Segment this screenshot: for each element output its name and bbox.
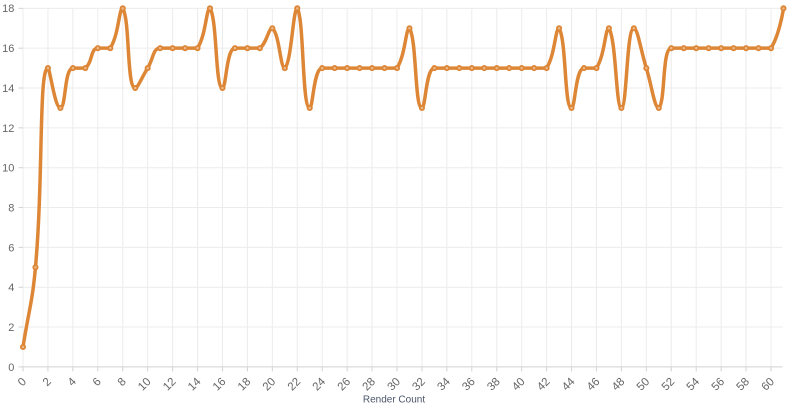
svg-text:14: 14: [2, 83, 14, 95]
svg-text:2: 2: [8, 322, 14, 334]
svg-text:4: 4: [8, 282, 14, 294]
svg-text:Render Count: Render Count: [363, 395, 425, 406]
svg-text:16: 16: [2, 43, 14, 55]
svg-text:18: 18: [2, 3, 14, 15]
svg-text:0: 0: [8, 362, 14, 374]
svg-text:8: 8: [8, 202, 14, 214]
svg-text:6: 6: [8, 242, 14, 254]
svg-text:10: 10: [2, 163, 14, 175]
svg-text:12: 12: [2, 123, 14, 135]
